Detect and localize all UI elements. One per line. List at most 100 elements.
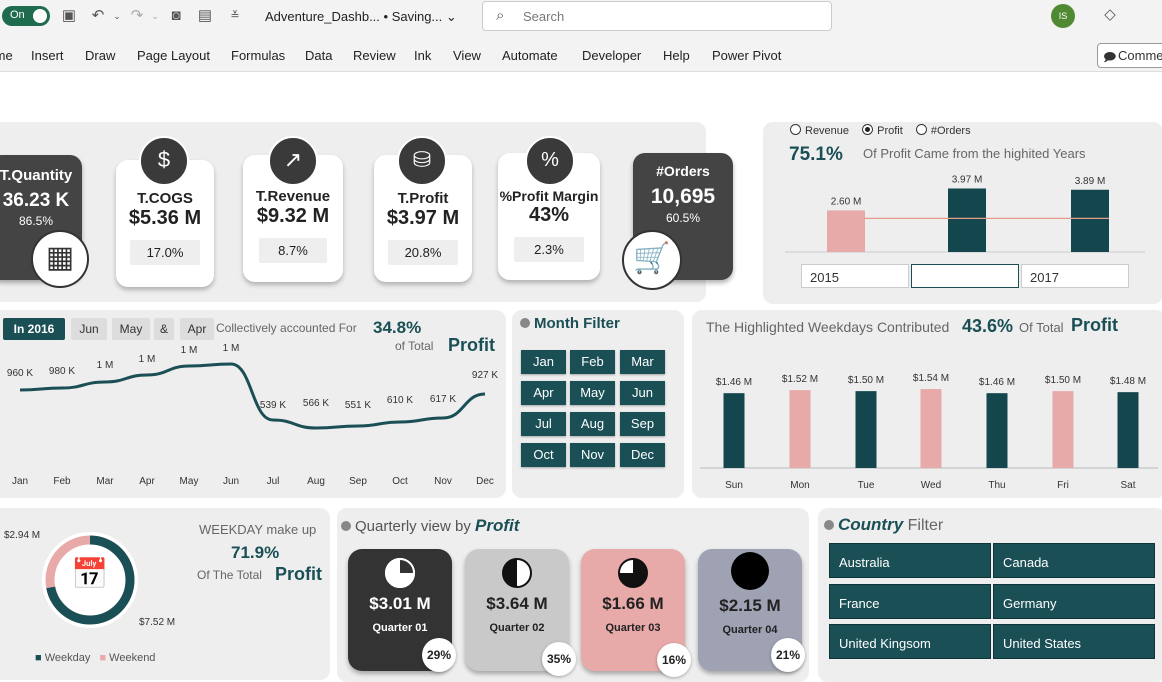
ribbon-tabs	[0, 34, 1162, 72]
kpi-cogs-value: $5.36 M	[128, 207, 202, 229]
kpi-revenue-title: T.Revenue	[255, 188, 331, 205]
country-title-b: Filter	[907, 517, 944, 534]
kpi-orders-title: #Orders	[656, 163, 710, 179]
year-button-2016[interactable]: 2016	[911, 264, 1019, 288]
monthly-point-label: 1 M	[97, 360, 114, 371]
customize-toolbar-icon[interactable]: ≚	[230, 10, 240, 22]
quarter-pie-icon	[731, 552, 769, 590]
avatar[interactable]: IS	[1051, 4, 1075, 28]
country-filter-united-kingsom[interactable]: United Kingsom	[829, 624, 991, 659]
monthly-point-label: 1 M	[181, 345, 198, 356]
year-headline-pct: 75.1%	[789, 144, 843, 165]
month-filter-jul[interactable]: Jul	[521, 412, 566, 436]
monthly-axis-label: Aug	[307, 476, 325, 487]
radio-orders[interactable]: #Orders	[915, 124, 971, 137]
quarter-pie-icon	[385, 558, 415, 588]
monthly-panel	[0, 310, 506, 498]
month-filter-feb[interactable]: Feb	[570, 350, 615, 374]
undo-icon[interactable]: ↶	[91, 7, 105, 24]
country-filter-france[interactable]: France	[829, 584, 991, 619]
weekday-bar-label: $1.52 M	[782, 374, 818, 385]
ribbon-tab-page-layout[interactable]: Page Layout	[137, 48, 211, 63]
ribbon-tab-review[interactable]: Review	[353, 48, 396, 63]
weekday-metric: Profit	[1071, 315, 1118, 335]
monthly-point-label: 1 M	[223, 343, 240, 354]
metric-radio-group: Revenue Profit #Orders	[790, 124, 971, 137]
tag-apr: Apr	[180, 318, 214, 340]
quarter-label: Quarter 01	[372, 622, 428, 634]
monthly-axis-label: Oct	[392, 476, 408, 487]
kpi-panel	[0, 122, 706, 302]
month-filter-aug[interactable]: Aug	[570, 412, 615, 436]
month-filter-dec[interactable]: Dec	[620, 443, 665, 467]
monthly-text1: Collectively accounted For	[216, 321, 357, 335]
search-input[interactable]: ⌕ Search	[482, 1, 832, 31]
month-filter-jun[interactable]: Jun	[620, 381, 665, 405]
ribbon-tab-home[interactable]: Home	[0, 48, 13, 63]
shopping-cart-icon: 🛒	[622, 230, 682, 290]
year-button-2015[interactable]: 2015	[801, 264, 909, 288]
country-filter-united-states[interactable]: United States	[993, 624, 1155, 659]
monthly-axis-label: Nov	[434, 476, 452, 487]
redo-icon[interactable]: ↷	[130, 7, 144, 24]
monthly-text2: of Total	[395, 339, 434, 353]
ribbon-tab-developer[interactable]: Developer	[582, 48, 642, 63]
autosave-label: On	[10, 9, 25, 21]
quarter-pct: 29%	[422, 638, 456, 672]
month-filter-sep[interactable]: Sep	[620, 412, 665, 436]
ribbon-tab-insert[interactable]: Insert	[31, 48, 64, 63]
radio-profit[interactable]: Profit	[862, 124, 903, 137]
donut-weekend-label: $2.94 M	[4, 530, 41, 541]
ribbon-tab-power-pivot[interactable]: Power Pivot	[712, 48, 782, 63]
kpi-profit-title: T.Profit	[397, 190, 449, 207]
autosave-toggle[interactable]: On	[2, 6, 50, 26]
kpi-profit-value: $3.97 M	[386, 207, 460, 229]
save-icon[interactable]: ▣	[61, 7, 77, 24]
month-filter-oct[interactable]: Oct	[521, 443, 566, 467]
country-filter-germany[interactable]: Germany	[993, 584, 1155, 619]
tag-jun: Jun	[71, 318, 107, 340]
radio-revenue[interactable]: Revenue	[790, 124, 849, 137]
year-bar-label: 3.89 M	[1075, 176, 1106, 187]
form-icon[interactable]: ▤	[197, 7, 213, 24]
kpi-orders-value: 10,695	[650, 185, 716, 208]
quarterly-title: Quarterly view by Profit	[341, 516, 519, 536]
ribbon-tab-ink[interactable]: Ink	[414, 48, 432, 63]
ribbon-tab-help[interactable]: Help	[663, 48, 690, 63]
month-filter-jan[interactable]: Jan	[521, 350, 566, 374]
camera-icon[interactable]: ◙	[171, 7, 181, 24]
month-filter-apr[interactable]: Apr	[521, 381, 566, 405]
ribbon-tab-draw[interactable]: Draw	[85, 48, 116, 63]
year-bar-label: 3.97 M	[952, 174, 983, 185]
weekday-bar-fri	[1052, 391, 1074, 468]
chevron-down-icon[interactable]: ⌄	[113, 11, 121, 21]
monthly-line-chart: 960 K 980 K 1 M 1 M 1 M 1 M 539 K 566 K 551 K 610…	[7, 343, 498, 487]
country-filter-canada[interactable]: Canada	[993, 543, 1155, 578]
month-filter-may[interactable]: May	[570, 381, 615, 405]
chevron-down-icon[interactable]: ⌄	[151, 11, 159, 21]
ribbon-tab-view[interactable]: View	[453, 48, 481, 63]
kpi-revenue-pct: 8.7%	[259, 238, 327, 263]
comments-label: Comments	[1118, 48, 1162, 63]
weekday-bar-label: $1.48 M	[1110, 376, 1146, 387]
quarter-value: $3.64 M	[486, 594, 548, 613]
monthly-point-label: 960 K	[7, 368, 33, 379]
month-filter-mar[interactable]: Mar	[620, 350, 665, 374]
percent-icon: %	[525, 136, 575, 186]
donut-pct: 71.9%	[231, 543, 280, 562]
ribbon-tab-data[interactable]: Data	[305, 48, 333, 63]
month-filter-nov[interactable]: Nov	[570, 443, 615, 467]
diamond-icon[interactable]: ◇	[1104, 6, 1116, 23]
calendar-icon: 📅	[71, 558, 109, 591]
ribbon-tab-automate[interactable]: Automate	[502, 48, 558, 63]
donut-metric: Profit	[275, 564, 322, 584]
year-button-2017[interactable]: 2017	[1021, 264, 1129, 288]
growth-chart-icon: ↗	[268, 136, 318, 186]
file-name[interactable]: Adventure_Dashb... • Saving... ⌄	[265, 9, 457, 24]
comments-button[interactable]: 🗩Comments	[1097, 43, 1162, 68]
monthly-point-label: 610 K	[387, 395, 413, 406]
ribbon-tab-formulas[interactable]: Formulas	[231, 48, 286, 63]
country-filter-australia[interactable]: Australia	[829, 543, 991, 578]
quarterly-title-text: Quarterly view by	[355, 518, 471, 535]
quarter-pct: 21%	[771, 638, 805, 672]
